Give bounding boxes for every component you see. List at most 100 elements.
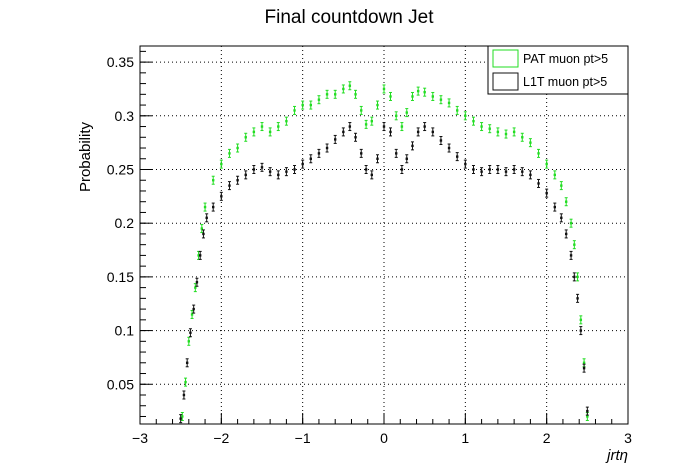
marker xyxy=(194,286,197,289)
data-point xyxy=(375,154,379,164)
marker xyxy=(553,205,556,209)
data-point xyxy=(301,159,305,169)
data-point xyxy=(236,143,240,153)
marker xyxy=(472,168,475,171)
marker xyxy=(472,119,475,123)
marker xyxy=(447,146,451,150)
marker xyxy=(309,157,312,160)
x-tick-label: 1 xyxy=(461,430,469,446)
marker xyxy=(480,170,483,173)
marker xyxy=(573,243,576,246)
marker xyxy=(560,184,563,187)
data-point xyxy=(455,105,459,115)
marker xyxy=(228,152,231,155)
marker xyxy=(301,103,304,107)
marker xyxy=(576,275,579,279)
marker xyxy=(192,307,195,311)
data-point xyxy=(203,202,207,212)
data-point xyxy=(325,143,329,153)
marker xyxy=(411,95,414,98)
data-point xyxy=(512,127,516,137)
data-point xyxy=(579,326,583,336)
data-point xyxy=(354,89,358,99)
marker xyxy=(200,227,204,230)
data-point xyxy=(309,154,313,164)
legend: PAT muon pt>5 L1T muon pt>5 xyxy=(487,45,629,95)
data-point xyxy=(260,122,264,132)
marker xyxy=(293,168,296,171)
marker xyxy=(431,95,434,98)
marker xyxy=(411,144,414,148)
y-tick-label: 0.25 xyxy=(107,161,134,177)
y-tick-label: 0.05 xyxy=(107,376,134,392)
data-point xyxy=(528,138,532,148)
marker xyxy=(382,125,386,128)
series-pat xyxy=(180,81,589,421)
y-tick-label: 0.15 xyxy=(107,269,134,285)
marker xyxy=(512,168,516,171)
data-point xyxy=(252,164,256,174)
data-point xyxy=(219,191,223,201)
marker xyxy=(456,155,459,158)
marker xyxy=(285,170,288,173)
data-point xyxy=(504,167,508,177)
marker xyxy=(569,254,573,257)
data-point xyxy=(520,167,524,177)
data-point xyxy=(400,122,404,132)
marker xyxy=(576,297,579,300)
data-point xyxy=(179,414,183,424)
data-point xyxy=(227,181,231,191)
marker xyxy=(252,168,256,171)
data-point xyxy=(423,122,427,132)
marker xyxy=(260,166,264,169)
marker xyxy=(182,393,186,397)
data-point xyxy=(447,98,451,108)
data-point xyxy=(211,202,215,212)
marker xyxy=(395,114,398,118)
marker xyxy=(431,130,434,134)
data-point xyxy=(471,116,475,126)
marker xyxy=(512,130,516,134)
data-point xyxy=(447,143,451,153)
marker xyxy=(212,205,215,209)
marker xyxy=(187,340,190,343)
marker xyxy=(405,157,408,160)
marker xyxy=(370,173,373,177)
marker xyxy=(364,168,368,171)
chart-title: Final countdown Jet xyxy=(265,7,435,28)
marker xyxy=(360,109,363,112)
data-point xyxy=(195,277,199,287)
legend-label-l1t: L1T muon pt>5 xyxy=(523,75,607,89)
marker xyxy=(354,93,357,96)
marker xyxy=(252,130,256,134)
marker xyxy=(317,98,321,101)
data-point xyxy=(480,122,484,132)
data-point xyxy=(405,154,409,164)
data-point xyxy=(496,127,500,137)
data-point xyxy=(375,100,379,110)
data-point xyxy=(268,167,272,177)
marker xyxy=(521,170,524,173)
data-point xyxy=(400,164,404,174)
marker xyxy=(190,313,194,316)
data-point xyxy=(537,148,541,158)
data-point xyxy=(193,283,197,293)
x-tick-label: −3 xyxy=(132,430,148,446)
series-l1t xyxy=(179,122,589,424)
marker xyxy=(317,152,321,155)
data-point xyxy=(317,148,321,158)
marker xyxy=(389,95,392,98)
marker xyxy=(464,114,467,118)
marker xyxy=(456,109,459,112)
data-point xyxy=(488,164,492,174)
marker xyxy=(569,221,573,225)
data-point xyxy=(569,250,573,260)
y-tick-label: 0.1 xyxy=(115,323,135,339)
marker xyxy=(220,195,223,198)
data-point xyxy=(439,136,443,145)
marker xyxy=(564,200,568,203)
data-point xyxy=(416,127,420,137)
marker xyxy=(301,162,304,166)
legend-swatch-l1t xyxy=(492,72,519,91)
data-point xyxy=(325,89,329,99)
